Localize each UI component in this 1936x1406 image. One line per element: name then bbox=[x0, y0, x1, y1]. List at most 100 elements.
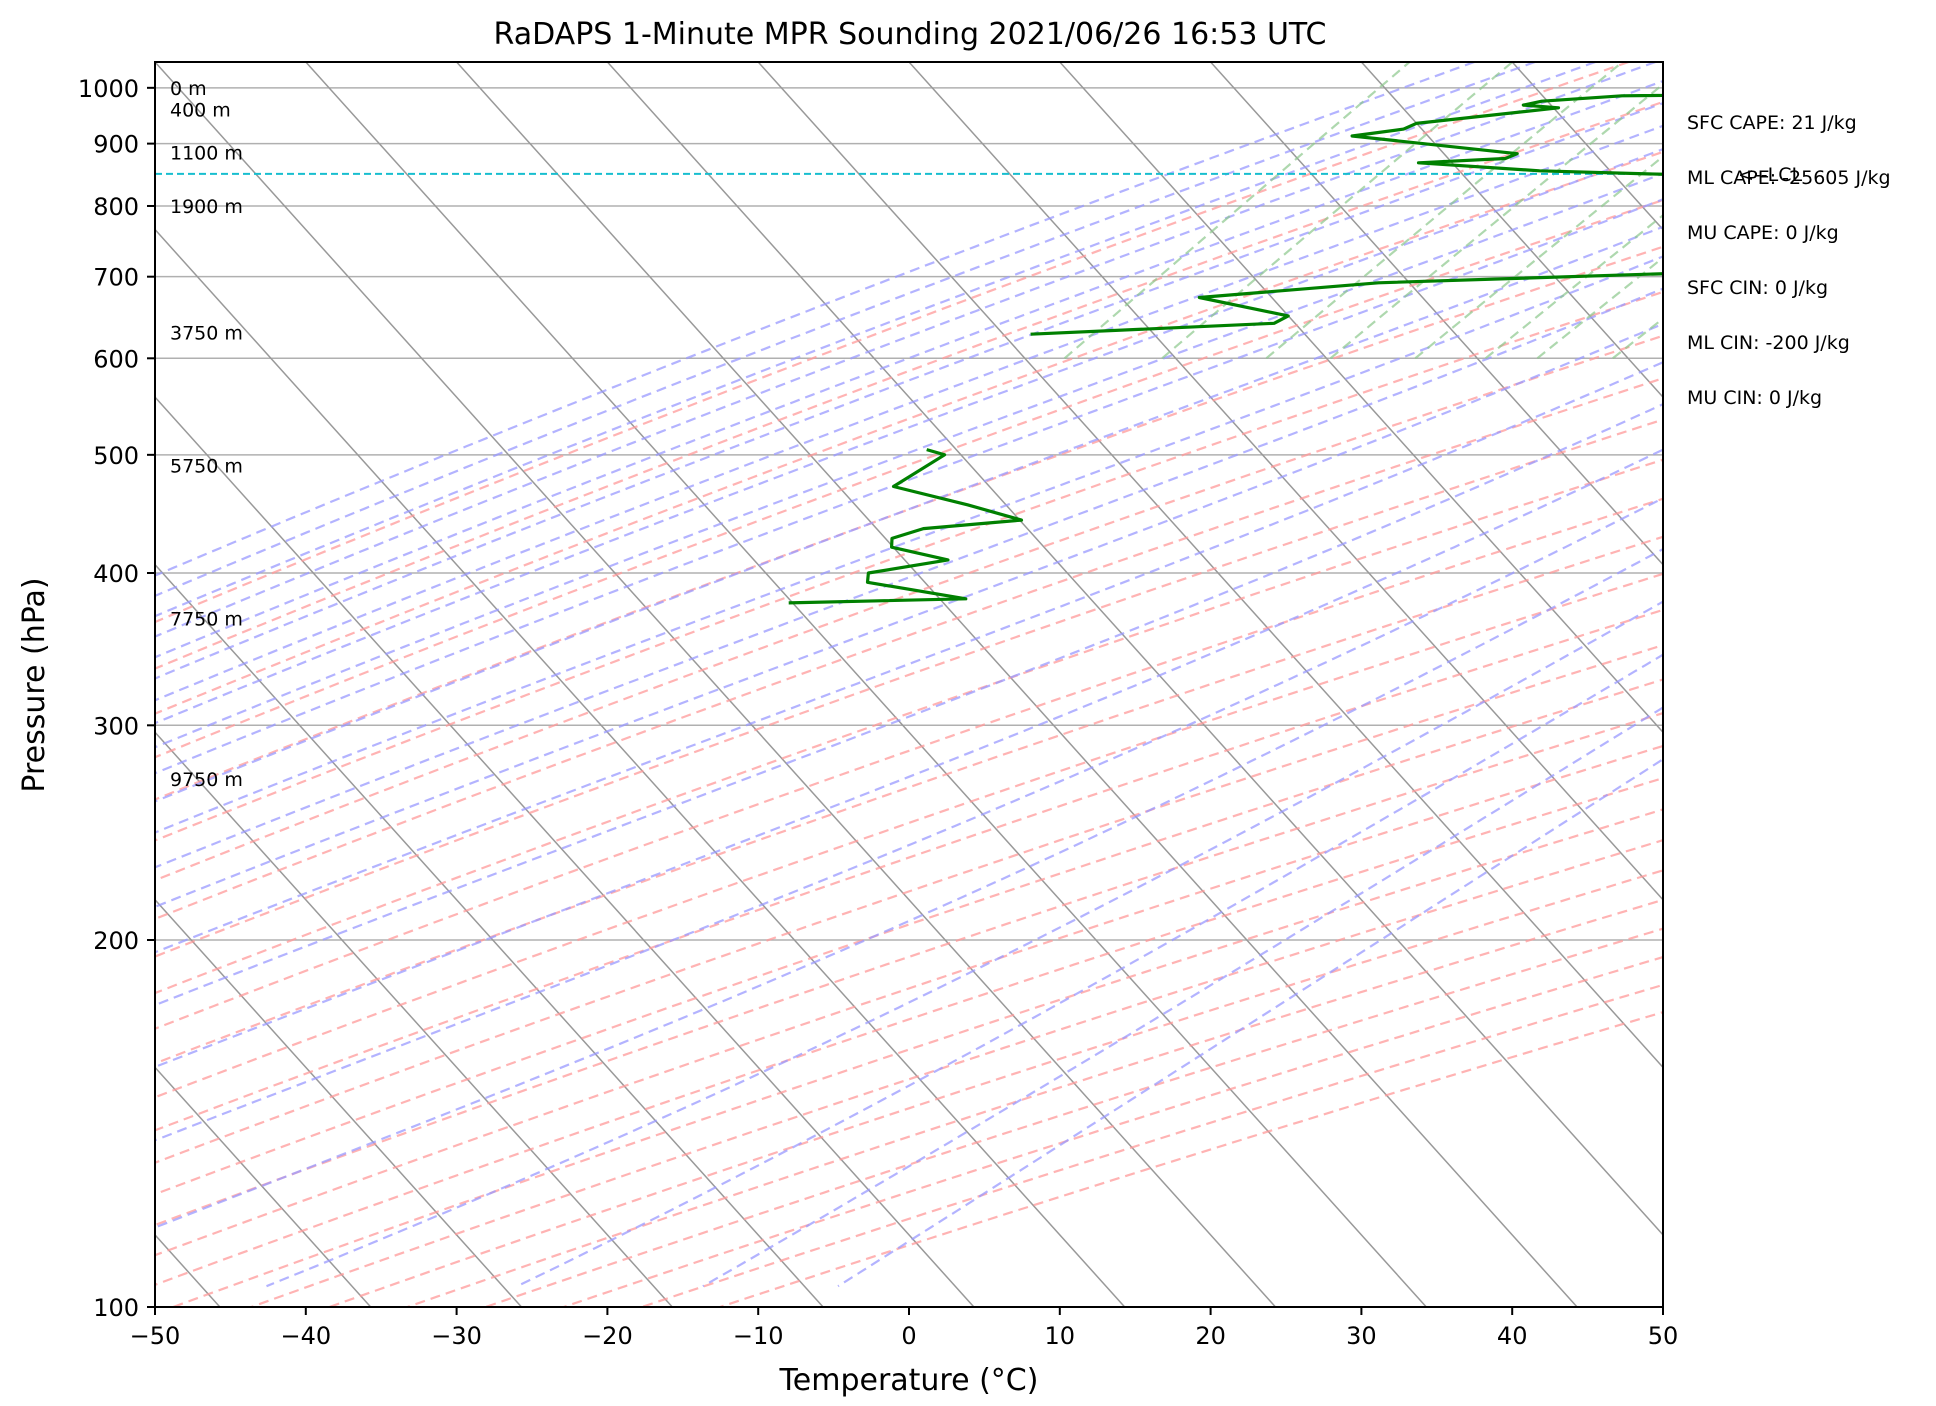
mixing-ratio-line bbox=[1896, 62, 1936, 358]
stability-annotations: SFC CAPE: 21 J/kg ML CAPE: -25605 J/kg MU … bbox=[1687, 112, 1891, 409]
isotherm-line bbox=[155, 395, 975, 1307]
stability-annotation: SFC CAPE: 21 J/kg bbox=[1687, 112, 1857, 134]
height-label: 1900 m bbox=[170, 196, 243, 218]
isotherm-line bbox=[757, 62, 1663, 1069]
isotherm-line bbox=[1059, 62, 1663, 734]
isotherm-line bbox=[1210, 62, 1663, 566]
dry-adiabat bbox=[155, 62, 1629, 624]
moist-adiabat bbox=[516, 653, 1663, 1288]
y-tick-label: 100 bbox=[93, 1294, 139, 1322]
stability-annotation: ML CIN: -200 J/kg bbox=[1687, 332, 1850, 354]
isotherm-line bbox=[155, 731, 673, 1307]
isotherm-line bbox=[908, 62, 1663, 901]
dry-adiabat bbox=[329, 869, 1663, 1307]
mixing-ratio-line bbox=[1612, 317, 1663, 360]
y-tick-label: 700 bbox=[93, 264, 139, 292]
x-tick-label: −20 bbox=[582, 1322, 633, 1350]
moist-adiabat bbox=[155, 403, 1663, 1007]
dry-adiabat bbox=[407, 898, 1663, 1307]
isotherm-line bbox=[155, 228, 1126, 1307]
mixing-ratio-line bbox=[1536, 256, 1663, 360]
moist-adiabat bbox=[155, 62, 1656, 638]
height-label: 0 m bbox=[170, 78, 207, 100]
moist-adiabat bbox=[266, 600, 1663, 1288]
dry-adiabat bbox=[155, 245, 1663, 801]
moist-adiabat bbox=[155, 322, 1663, 909]
y-axis-ticks: 100 200 300 400 500 600 700 800 900 1000 bbox=[78, 75, 155, 1322]
isotherm-line bbox=[456, 62, 1578, 1307]
dry-adiabat bbox=[155, 497, 1663, 1030]
height-label: 3750 m bbox=[170, 322, 243, 344]
y-tick-label: 600 bbox=[93, 345, 139, 373]
moist-adiabat bbox=[155, 62, 1596, 618]
stability-annotation: MU CIN: 0 J/kg bbox=[1687, 387, 1822, 409]
y-tick-label: 800 bbox=[93, 193, 139, 221]
dry-adiabat bbox=[155, 608, 1663, 1132]
mixing-ratio-line bbox=[1857, 62, 1936, 358]
height-label: 1100 m bbox=[170, 143, 243, 165]
dry-adiabat bbox=[172, 808, 1663, 1307]
moist-adiabat bbox=[155, 198, 1663, 775]
dry-adiabat bbox=[485, 927, 1663, 1307]
dry-adiabat bbox=[719, 1011, 1663, 1307]
x-tick-label: −40 bbox=[280, 1322, 331, 1350]
stability-annotation: ML CAPE: -25605 J/kg bbox=[1687, 167, 1891, 189]
isotherm-line bbox=[155, 1066, 372, 1307]
mixing-ratio-line bbox=[1265, 62, 1624, 360]
sounding-traces bbox=[155, 88, 1936, 605]
height-label: 5750 m bbox=[170, 456, 243, 478]
isotherm-line bbox=[606, 62, 1663, 1237]
isotherm-line bbox=[1662, 62, 1663, 64]
x-tick-label: 10 bbox=[1045, 1322, 1076, 1350]
stability-annotation: SFC CIN: 0 J/kg bbox=[1687, 277, 1828, 299]
x-axis-label: Temperature (°C) bbox=[779, 1363, 1039, 1398]
x-tick-label: −10 bbox=[733, 1322, 784, 1350]
background-grid bbox=[155, 62, 1936, 1307]
mixing-ratio-line bbox=[1414, 155, 1663, 360]
y-tick-label: 200 bbox=[93, 927, 139, 955]
lcl-label: <--LCL bbox=[1738, 164, 1802, 186]
y-tick-label: 400 bbox=[93, 560, 139, 588]
y-tick-label: 500 bbox=[93, 442, 139, 470]
x-tick-label: 30 bbox=[1346, 1322, 1377, 1350]
isotherm-line bbox=[305, 62, 1427, 1307]
x-tick-label: −30 bbox=[431, 1322, 482, 1350]
dewpoint-trace bbox=[1030, 93, 1663, 336]
height-label: 7750 m bbox=[170, 609, 243, 631]
dry-adiabat bbox=[641, 983, 1663, 1307]
isotherm-line bbox=[1360, 62, 1663, 399]
plot-frame bbox=[154, 61, 1664, 1308]
mixing-ratio-line bbox=[1161, 62, 1514, 360]
dry-adiabat bbox=[155, 678, 1663, 1196]
moist-adiabat bbox=[155, 79, 1663, 659]
temperature-trace bbox=[1755, 88, 1936, 216]
moist-adiabat bbox=[155, 496, 1663, 1142]
isotherm-line bbox=[1511, 62, 1663, 231]
moist-adiabat bbox=[155, 448, 1663, 1069]
dry-adiabat bbox=[155, 572, 1663, 1099]
x-tick-label: 0 bbox=[901, 1322, 916, 1350]
dry-adiabat bbox=[563, 955, 1663, 1307]
moist-adiabat bbox=[155, 287, 1663, 869]
mixing-ratio-line bbox=[1329, 82, 1663, 360]
dry-adiabat bbox=[155, 198, 1663, 759]
moist-adiabat bbox=[702, 706, 1663, 1288]
moist-adiabat bbox=[155, 124, 1663, 702]
dewpoint-upper-trace bbox=[788, 448, 1024, 605]
dry-adiabat bbox=[155, 100, 1663, 670]
height-labels: 9750 m 7750 m 5750 m 3750 m 1900 m 1100 m 400 … bbox=[170, 78, 243, 791]
y-tick-label: 1000 bbox=[78, 75, 139, 103]
x-tick-label: 50 bbox=[1648, 1322, 1679, 1350]
mixing-ratio-line bbox=[1750, 62, 1936, 358]
mixing-ratio-line bbox=[1809, 62, 1936, 358]
x-tick-label: 40 bbox=[1497, 1322, 1528, 1350]
height-label: 9750 m bbox=[170, 769, 243, 791]
moist-adiabat bbox=[155, 361, 1663, 954]
y-axis-label: Pressure (hPa) bbox=[17, 577, 52, 792]
dry-adiabat bbox=[155, 643, 1663, 1164]
chart-title: RaDAPS 1-Minute MPR Sounding 2021/06/26 … bbox=[494, 17, 1327, 52]
isotherm-line bbox=[155, 563, 824, 1307]
moist-adiabat bbox=[155, 225, 1663, 803]
moist-adiabat bbox=[155, 62, 1475, 577]
